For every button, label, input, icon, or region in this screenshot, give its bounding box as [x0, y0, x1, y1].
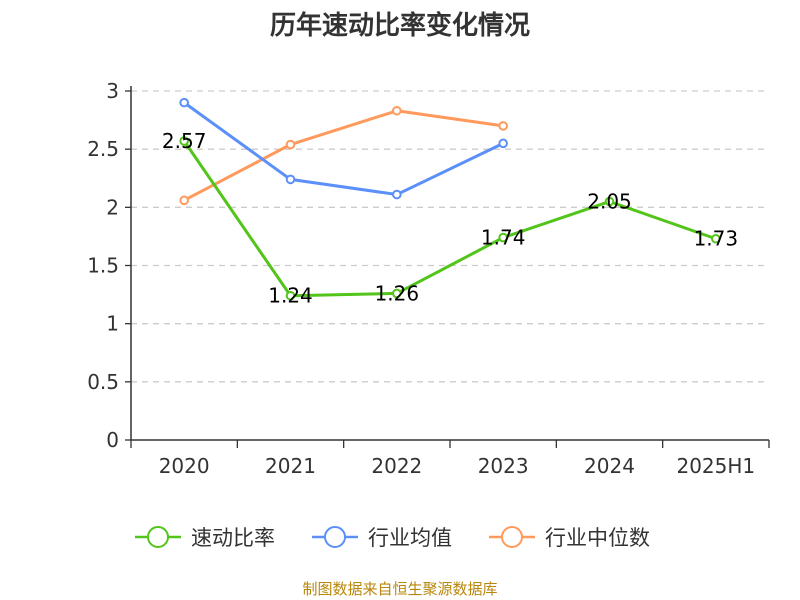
data-point [179, 195, 189, 206]
data-point [498, 232, 508, 243]
series-line-0 [182, 140, 717, 298]
x-tick-label: 2020 [159, 454, 210, 478]
data-label: 1.73 [694, 227, 739, 251]
data-point [285, 139, 296, 150]
data-label: 1.26 [375, 281, 420, 305]
y-tick-label: 2.5 [87, 137, 119, 161]
source-note: 制图数据来自恒生聚源数据库 [302, 580, 497, 598]
data-point [285, 174, 296, 185]
data-point [392, 189, 402, 200]
data-label: 2.05 [587, 190, 632, 214]
y-tick-label: 1 [106, 312, 119, 336]
y-tick-label: 0 [106, 428, 119, 452]
x-tick-label: 2022 [371, 454, 422, 478]
x-tick-label: 2024 [584, 454, 635, 478]
y-tick-label: 0.5 [87, 370, 119, 394]
data-point [285, 290, 296, 301]
legend-marker [501, 526, 523, 548]
data-point [604, 196, 615, 207]
legend: 速动比率 行业均值 行业中位数 [135, 526, 650, 550]
data-labels: 2.57 1.24 1.26 1.74 2.05 1.73 [162, 129, 738, 308]
x-tick-label: 2021 [265, 454, 316, 478]
data-label: 1.24 [268, 284, 313, 308]
legend-label: 速动比率 [191, 526, 275, 550]
y-tick-label: 2 [106, 195, 119, 219]
legend-label: 行业均值 [368, 526, 452, 550]
y-tick-label: 3 [106, 79, 119, 103]
data-point [711, 233, 721, 244]
series-line-1 [183, 101, 504, 197]
data-point [179, 97, 189, 108]
chart-title: 历年速动比率变化情况 [270, 10, 530, 41]
data-point [392, 288, 402, 299]
data-point [498, 138, 508, 149]
data-label: 1.74 [481, 226, 526, 250]
y-tick-label: 1.5 [87, 254, 119, 278]
series-line-2 [183, 109, 504, 202]
grid-lines [131, 90, 769, 383]
axes: 0 0.5 1 1.5 2 2.5 3 2020 2021 2022 2023 2024 2025H1 [87, 79, 770, 478]
legend-label: 行业中位数 [545, 526, 650, 550]
data-point [392, 105, 402, 116]
series-lines [179, 97, 721, 301]
legend-marker [147, 526, 169, 548]
x-tick-label: 2025H1 [676, 454, 755, 478]
legend-marker [324, 526, 346, 548]
x-tick-label: 2023 [478, 454, 529, 478]
data-point [179, 136, 189, 146]
data-point [498, 121, 508, 131]
data-label: 2.57 [162, 129, 207, 153]
